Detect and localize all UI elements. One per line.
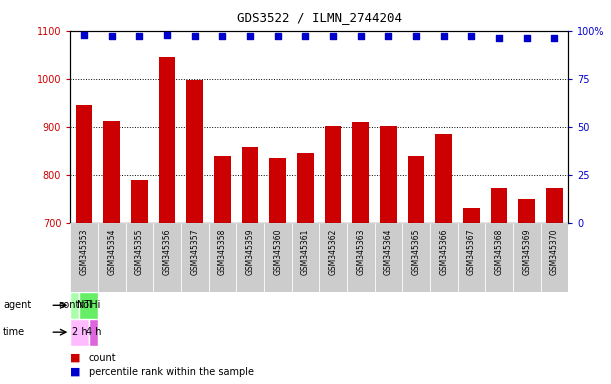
Text: GSM345359: GSM345359 — [246, 228, 255, 275]
Text: GSM345363: GSM345363 — [356, 228, 365, 275]
Text: GSM345365: GSM345365 — [412, 228, 420, 275]
Bar — [430, 223, 458, 292]
Point — [384, 33, 393, 40]
Bar — [408, 156, 425, 223]
Text: GSM345366: GSM345366 — [439, 228, 448, 275]
Text: GSM345362: GSM345362 — [329, 228, 338, 275]
Bar — [153, 223, 181, 292]
Text: GSM345369: GSM345369 — [522, 228, 531, 275]
Text: GSM345361: GSM345361 — [301, 228, 310, 275]
Point — [190, 33, 200, 40]
Point — [411, 33, 421, 40]
Bar — [159, 57, 175, 223]
Bar — [186, 80, 203, 223]
Bar — [131, 180, 148, 223]
Point — [494, 35, 504, 41]
Point — [522, 35, 532, 41]
Point — [467, 33, 477, 40]
Point — [273, 33, 283, 40]
Text: GSM345357: GSM345357 — [190, 228, 199, 275]
Text: percentile rank within the sample: percentile rank within the sample — [89, 366, 254, 377]
Bar — [236, 223, 264, 292]
Point — [134, 33, 144, 40]
Bar — [402, 223, 430, 292]
Text: GSM345360: GSM345360 — [273, 228, 282, 275]
Text: GSM345368: GSM345368 — [494, 228, 503, 275]
Bar — [380, 126, 397, 223]
Bar — [320, 223, 347, 292]
Text: GSM345356: GSM345356 — [163, 228, 172, 275]
Bar — [89, 319, 98, 346]
Point — [549, 35, 559, 41]
Text: count: count — [89, 353, 116, 363]
Bar — [208, 223, 236, 292]
Bar — [70, 319, 89, 346]
Bar — [518, 199, 535, 223]
Point — [356, 33, 365, 40]
Point — [107, 33, 117, 40]
Text: ■: ■ — [70, 366, 81, 377]
Bar — [463, 208, 480, 223]
Bar — [126, 223, 153, 292]
Text: GSM345353: GSM345353 — [79, 228, 89, 275]
Bar — [79, 292, 98, 319]
Bar — [98, 223, 126, 292]
Point — [218, 33, 227, 40]
Point — [328, 33, 338, 40]
Text: 4 h: 4 h — [86, 327, 101, 337]
Text: time: time — [3, 327, 25, 337]
Point — [301, 33, 310, 40]
Bar — [353, 122, 369, 223]
Text: ■: ■ — [70, 353, 81, 363]
Bar — [181, 223, 208, 292]
Bar — [242, 147, 258, 223]
Bar — [264, 223, 291, 292]
Text: GSM345364: GSM345364 — [384, 228, 393, 275]
Text: GSM345355: GSM345355 — [135, 228, 144, 275]
Bar — [291, 223, 320, 292]
Bar — [70, 223, 98, 292]
Point — [245, 33, 255, 40]
Bar — [375, 223, 402, 292]
Text: NTHi: NTHi — [77, 300, 100, 310]
Bar — [485, 223, 513, 292]
Text: GSM345354: GSM345354 — [108, 228, 116, 275]
Bar — [214, 156, 231, 223]
Bar — [347, 223, 375, 292]
Bar — [76, 105, 92, 223]
Bar — [325, 126, 342, 223]
Point — [162, 31, 172, 38]
Text: 2 h: 2 h — [71, 327, 87, 337]
Text: GDS3522 / ILMN_2744204: GDS3522 / ILMN_2744204 — [236, 12, 402, 25]
Bar — [70, 292, 79, 319]
Text: GSM345367: GSM345367 — [467, 228, 476, 275]
Bar — [269, 158, 286, 223]
Point — [79, 31, 89, 38]
Bar — [297, 153, 313, 223]
Bar — [546, 188, 563, 223]
Bar — [458, 223, 485, 292]
Bar — [541, 223, 568, 292]
Bar — [513, 223, 541, 292]
Bar — [103, 121, 120, 223]
Text: agent: agent — [3, 300, 31, 310]
Text: GSM345370: GSM345370 — [550, 228, 559, 275]
Bar — [436, 134, 452, 223]
Text: control: control — [58, 300, 92, 310]
Text: GSM345358: GSM345358 — [218, 228, 227, 275]
Point — [439, 33, 448, 40]
Bar — [491, 188, 507, 223]
